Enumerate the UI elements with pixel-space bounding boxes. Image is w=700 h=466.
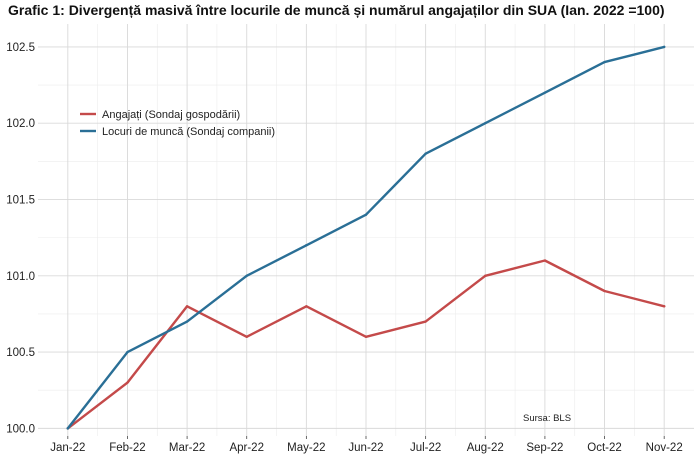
data-point <box>603 60 606 64</box>
data-point <box>364 335 368 339</box>
x-tick-label: Nov-22 <box>646 442 683 454</box>
data-point <box>245 274 248 277</box>
data-point <box>662 305 666 308</box>
x-axis: Jan-22 Feb-22 Mar-22 Apr-22 May-22 Jun-22 Jul-… <box>50 436 683 454</box>
x-tick-label: Apr-22 <box>229 442 264 454</box>
data-point <box>364 213 368 216</box>
data-point <box>662 45 666 49</box>
legend: Angajați (Sondaj gospodării) Locuri de mu… <box>80 109 275 138</box>
x-tick-label: Jul-22 <box>410 442 441 454</box>
y-tick-label: 100.0 <box>6 423 35 435</box>
y-tick-label: 101.0 <box>6 271 35 283</box>
data-point <box>126 381 129 384</box>
major-gridlines <box>38 24 694 436</box>
y-tick-label: 102.0 <box>6 118 35 130</box>
data-point <box>185 320 189 323</box>
x-tick-label: May-22 <box>287 442 325 454</box>
data-point <box>543 259 547 262</box>
series-layer <box>66 45 666 430</box>
legend-label: Angajați (Sondaj gospodării) <box>102 109 240 121</box>
data-point <box>126 350 129 354</box>
x-tick-label: Jan-22 <box>50 442 85 454</box>
data-point <box>424 152 427 155</box>
legend-label: Locuri de muncă (Sondaj companii) <box>102 126 275 138</box>
data-point <box>603 289 606 293</box>
y-axis: 100.0 100.5 101.0 101.5 102.0 102.5 <box>6 42 35 435</box>
source-annotation: Sursa: BLS <box>523 413 571 424</box>
x-tick-label: Feb-22 <box>109 442 145 454</box>
y-tick-label: 101.5 <box>6 194 35 206</box>
data-point <box>245 335 248 339</box>
data-point <box>305 244 308 247</box>
x-tick-label: Mar-22 <box>169 442 205 454</box>
data-point <box>484 274 487 277</box>
x-tick-label: Sep-22 <box>526 442 563 454</box>
x-tick-label: Aug-22 <box>467 442 504 454</box>
data-point <box>543 91 547 94</box>
x-tick-label: Jun-22 <box>348 442 383 454</box>
data-point <box>185 305 189 308</box>
data-point <box>484 121 487 125</box>
y-tick-label: 100.5 <box>6 347 35 359</box>
data-point <box>66 427 70 430</box>
data-point <box>305 305 308 308</box>
x-tick-label: Oct-22 <box>587 442 622 454</box>
y-tick-label: 102.5 <box>6 42 35 54</box>
data-point <box>424 320 427 323</box>
chart-title: Grafic 1: Divergență masivă între locuri… <box>8 2 665 18</box>
